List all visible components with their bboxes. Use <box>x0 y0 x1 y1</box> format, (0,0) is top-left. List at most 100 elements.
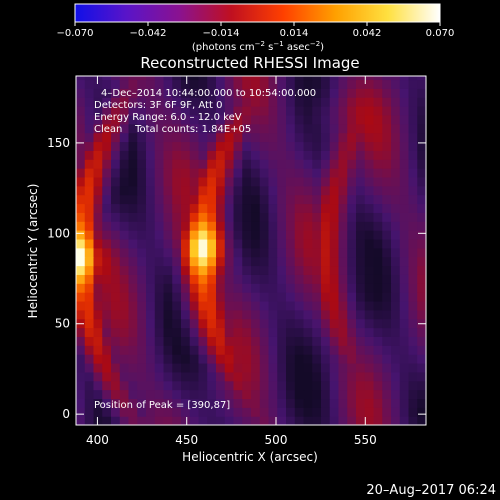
heatmap-cell <box>119 398 130 408</box>
heatmap-cell <box>146 283 156 293</box>
heatmap-cell <box>76 336 86 346</box>
heatmap-cell <box>146 300 156 311</box>
heatmap-cell <box>303 389 313 400</box>
heatmap-cell <box>321 380 331 391</box>
heatmap-cell <box>93 212 103 222</box>
heatmap-cell <box>189 168 200 178</box>
heatmap-cell <box>259 345 270 355</box>
heatmap-cell <box>321 371 331 382</box>
heatmap-cell <box>181 362 191 373</box>
heatmap-cell <box>119 380 130 391</box>
heatmap-cell <box>347 354 357 364</box>
heatmap-cell <box>84 159 95 169</box>
heatmap-cell <box>391 76 401 81</box>
heatmap-cell <box>417 79 426 89</box>
heatmap-cell <box>84 309 95 320</box>
heatmap-cell <box>207 114 217 125</box>
heatmap-cell <box>312 221 322 231</box>
heatmap-cell <box>382 292 392 302</box>
heatmap-cell <box>399 76 410 81</box>
colorbar-tick-label: −0.042 <box>129 28 166 39</box>
heatmap-cell <box>242 88 252 98</box>
heatmap-cell <box>207 283 217 293</box>
heatmap-cell <box>251 114 261 125</box>
heatmap-cell <box>242 292 252 302</box>
heatmap-cell <box>207 292 217 302</box>
heatmap-cell <box>163 168 173 178</box>
heatmap-cell <box>102 283 112 293</box>
heatmap-cell <box>146 88 156 98</box>
heatmap-cell <box>356 256 366 267</box>
heatmap-cell <box>356 88 366 98</box>
heatmap-cell <box>356 123 366 134</box>
heatmap-cell <box>119 345 130 355</box>
heatmap-cell <box>128 389 138 400</box>
heatmap-cell <box>303 141 313 151</box>
heatmap-cell <box>399 132 410 143</box>
heatmap-cell <box>84 123 95 134</box>
heatmap-cell <box>163 398 173 408</box>
heatmap-cell <box>207 132 217 143</box>
heatmap-cell <box>373 106 383 116</box>
heatmap-cell <box>251 106 261 116</box>
heatmap-cell <box>277 88 287 98</box>
heatmap-cell <box>189 150 200 160</box>
heatmap-cell <box>364 389 375 400</box>
heatmap-cell <box>391 309 401 320</box>
heatmap-cell <box>119 168 130 178</box>
heatmap-cell <box>233 141 243 151</box>
heatmap-cell <box>286 168 296 178</box>
heatmap-cell <box>329 230 340 240</box>
heatmap-cell <box>154 79 165 89</box>
heatmap-cell <box>251 238 261 249</box>
heatmap-cell <box>338 106 348 116</box>
heatmap-cell <box>207 345 217 355</box>
heatmap-cell <box>268 274 278 284</box>
heatmap-cell <box>93 336 103 346</box>
heatmap-cell <box>399 398 410 408</box>
heatmap-cell <box>154 150 165 160</box>
heatmap-cell <box>294 345 305 355</box>
heatmap-cell <box>137 354 147 364</box>
heatmap-cell <box>277 114 287 125</box>
heatmap-cell <box>181 221 191 231</box>
heatmap-cell <box>277 345 287 355</box>
heatmap-cell <box>417 354 426 364</box>
heatmap-cell <box>399 221 410 231</box>
heatmap-cell <box>181 327 191 337</box>
heatmap-cell <box>76 141 86 151</box>
heatmap-cell <box>224 123 235 134</box>
heatmap-cell <box>312 336 322 346</box>
heatmap-cell <box>338 194 348 205</box>
heatmap-cell <box>128 106 138 116</box>
heatmap-cell <box>119 150 130 160</box>
heatmap-cell <box>347 76 357 81</box>
heatmap-cell <box>207 416 217 425</box>
heatmap-cell <box>111 194 121 205</box>
heatmap-cell <box>198 221 208 231</box>
heatmap-cell <box>93 274 103 284</box>
heatmap-cell <box>119 106 130 116</box>
heatmap-cell <box>154 185 165 196</box>
heatmap-cell <box>128 114 138 125</box>
heatmap-cell <box>146 247 156 258</box>
heatmap-cell <box>268 106 278 116</box>
heatmap-cell <box>277 141 287 151</box>
heatmap-cell <box>233 97 243 107</box>
heatmap-cell <box>233 212 243 222</box>
heatmap-cell <box>286 265 296 275</box>
heatmap-cell <box>128 176 138 187</box>
heatmap-cell <box>84 168 95 178</box>
heatmap-cell <box>286 150 296 160</box>
heatmap-cell <box>163 283 173 293</box>
heatmap-cell <box>294 212 305 222</box>
heatmap-cell <box>347 238 357 249</box>
heatmap-cell <box>128 185 138 196</box>
heatmap-cell <box>268 309 278 320</box>
heatmap-cell <box>93 327 103 337</box>
heatmap-cell <box>373 416 383 425</box>
heatmap-cell <box>172 88 182 98</box>
heatmap-cell <box>154 88 165 98</box>
heatmap-cell <box>102 221 112 231</box>
heatmap-cell <box>216 230 226 240</box>
